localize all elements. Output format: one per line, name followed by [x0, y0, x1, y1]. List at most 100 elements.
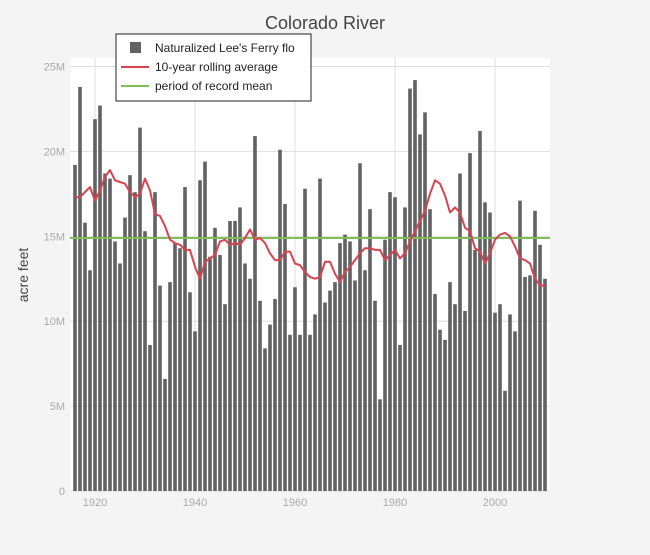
bar-1935 [168, 282, 172, 491]
bar-2002 [503, 390, 507, 491]
y-tick-label: 10M [44, 316, 65, 328]
x-tick-label: 1940 [183, 497, 207, 509]
bar-2005 [518, 200, 522, 491]
chart-title: Colorado River [265, 13, 385, 33]
bar-1928 [133, 192, 137, 492]
bar-1923 [108, 178, 112, 491]
bar-1933 [158, 285, 162, 491]
bar-1951 [248, 278, 252, 491]
bar-1966 [323, 302, 327, 491]
y-tick-label: 25M [44, 61, 65, 73]
bar-1938 [183, 187, 187, 492]
x-tick-label: 2000 [483, 497, 507, 509]
bar-1949 [238, 207, 242, 492]
bar-1937 [178, 248, 182, 491]
bar-1980 [393, 197, 397, 492]
y-tick-label: 0 [59, 486, 65, 498]
bar-1983 [408, 88, 412, 492]
bar-1997 [478, 131, 482, 491]
bar-1986 [423, 112, 427, 492]
legend[interactable]: Naturalized Lee's Ferry flo 10-year roll… [115, 33, 312, 102]
bar-1984 [413, 80, 417, 491]
bar-1936 [173, 243, 177, 491]
bar-2004 [513, 331, 517, 491]
bar-1925 [118, 263, 122, 491]
bar-2000 [493, 312, 497, 491]
bar-1940 [193, 331, 197, 491]
bar-series [73, 80, 547, 492]
bar-1995 [468, 153, 472, 491]
bar-1954 [263, 348, 267, 491]
bar-1921 [98, 105, 102, 491]
y-tick-label: 15M [44, 231, 65, 243]
bar-1967 [328, 290, 332, 491]
bar-1934 [163, 378, 167, 491]
x-tick-label: 1980 [383, 497, 407, 509]
bar-1922 [103, 173, 107, 491]
bar-1979 [388, 192, 392, 492]
bar-2009 [538, 244, 542, 491]
bar-1947 [228, 221, 232, 491]
bar-1927 [128, 175, 132, 491]
bar-1975 [368, 209, 372, 491]
bar-1950 [243, 263, 247, 491]
bar-1991 [448, 282, 452, 491]
bar-1977 [378, 399, 382, 491]
bar-1939 [188, 292, 192, 491]
bar-1965 [318, 178, 322, 491]
bar-1988 [433, 294, 437, 491]
bar-1955 [268, 324, 272, 491]
bar-1981 [398, 344, 402, 491]
legend-label-bars: Naturalized Lee's Ferry flo [155, 41, 295, 55]
bar-1982 [403, 207, 407, 492]
tick-labels: 0 5M 10M 15M 20M 25M 1920 1940 1960 1980 2000 [44, 61, 508, 509]
bar-1999 [488, 212, 492, 491]
bar-1957 [278, 149, 282, 491]
bar-1987 [428, 209, 432, 491]
bar-1968 [333, 282, 337, 491]
bar-1929 [138, 127, 142, 492]
bar-1956 [273, 299, 277, 491]
x-tick-label: 1960 [283, 497, 307, 509]
bar-1962 [303, 188, 307, 491]
bar-1969 [338, 243, 342, 491]
bar-1926 [123, 217, 127, 491]
bar-1974 [363, 270, 367, 491]
bar-1916 [73, 164, 77, 491]
bar-1970 [343, 234, 347, 492]
bar-1944 [213, 227, 217, 491]
bar-1976 [373, 300, 377, 491]
bar-1946 [223, 304, 227, 491]
bar-1961 [298, 334, 302, 491]
bar-1943 [208, 256, 212, 491]
bar-1958 [283, 204, 287, 491]
bar-1960 [293, 287, 297, 491]
bar-1971 [348, 241, 352, 491]
bar-1932 [153, 192, 157, 492]
legend-swatch-bars [130, 42, 141, 53]
y-axis-label: acre feet [15, 248, 31, 303]
rolling-average-line [75, 169, 545, 287]
legend-label-rolling: 10-year rolling average [155, 60, 278, 74]
bar-1990 [443, 339, 447, 491]
bar-1945 [218, 254, 222, 491]
bar-1941 [198, 180, 202, 491]
bar-1959 [288, 334, 292, 491]
bar-1920 [93, 119, 97, 492]
bar-1953 [258, 300, 262, 491]
bar-1963 [308, 334, 312, 491]
bar-2010 [543, 278, 547, 491]
bar-1998 [483, 202, 487, 492]
bar-2003 [508, 314, 512, 491]
bar-1930 [143, 231, 147, 491]
bar-1924 [113, 241, 117, 491]
bar-2006 [523, 277, 527, 491]
bar-1989 [438, 329, 442, 491]
rolling-line-layer [75, 169, 545, 287]
y-tick-label: 5M [50, 401, 65, 413]
bar-1992 [453, 304, 457, 491]
bar-1948 [233, 221, 237, 491]
bar-1952 [253, 136, 257, 491]
bar-1964 [313, 314, 317, 491]
legend-label-mean: period of record mean [155, 79, 272, 93]
